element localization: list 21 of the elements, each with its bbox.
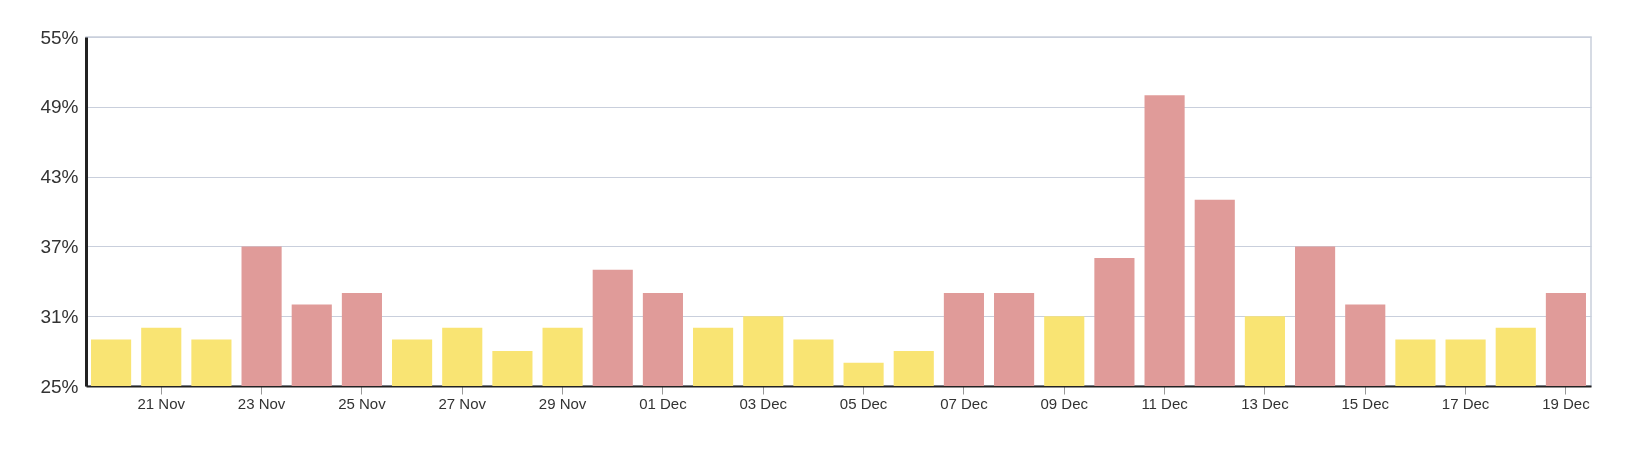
x-tick-label: 03 Dec [739, 394, 788, 412]
x-tick-label: 09 Dec [1040, 394, 1089, 412]
x-tick-label: 07 Dec [940, 394, 989, 412]
y-tick-label: 55% [40, 26, 79, 48]
y-tick-label: 37% [40, 235, 79, 257]
x-tick-label: 27 Nov [438, 394, 487, 412]
y-tick-label: 25% [40, 375, 79, 397]
x-tick-label: 25 Nov [338, 394, 387, 412]
y-tick-label: 31% [40, 305, 79, 327]
x-tick-label: 17 Dec [1441, 394, 1490, 412]
x-tick-label: 23 Nov [237, 394, 286, 412]
x-tick-label: 15 Dec [1341, 394, 1390, 412]
x-tick-label: 01 Dec [639, 394, 688, 412]
y-tick-label: 49% [40, 96, 79, 118]
x-tick-label: 05 Dec [839, 394, 888, 412]
x-tick-label: 13 Dec [1241, 394, 1290, 412]
x-tick-label: 11 Dec [1141, 394, 1189, 412]
x-tick-label: 19 Dec [1542, 394, 1591, 412]
y-tick-label: 43% [40, 166, 79, 188]
x-tick-label: 21 Nov [137, 394, 186, 412]
x-tick-label: 29 Nov [538, 394, 587, 412]
